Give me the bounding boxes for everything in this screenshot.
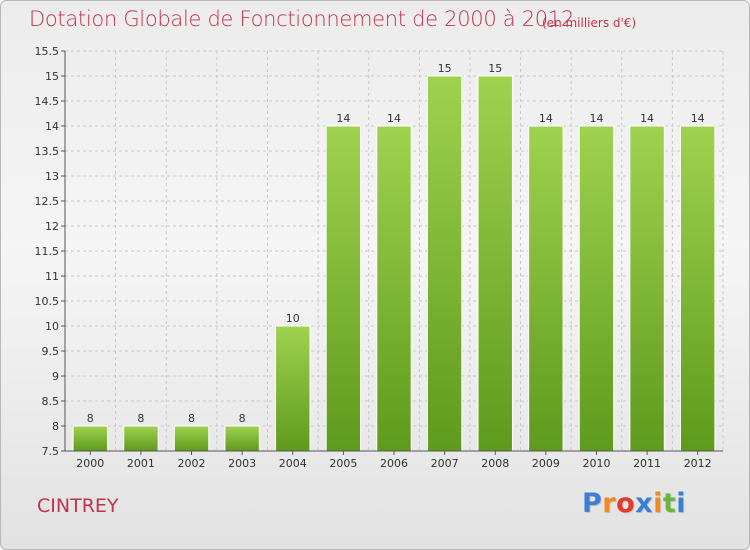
y-tick-label: 8.5 [42,395,60,408]
bar-2006 [376,125,412,452]
bar-2010 [578,125,615,452]
data-label-2004: 10 [286,312,300,325]
x-tick-label: 2003 [228,457,256,470]
data-label-2008: 15 [488,62,502,75]
axes [61,50,723,455]
y-tick-label: 8 [52,420,59,433]
y-tick-label: 12 [45,220,59,233]
x-tick-label: 2001 [127,457,155,470]
x-tick-label: 2002 [178,457,206,470]
logo-letter: i [653,488,663,519]
data-label-2001: 8 [137,412,144,425]
x-tick-labels: 2000 2001 2002 2003 2004 2005 2006 2007 2008 2009… [76,457,711,470]
y-tick-labels: 7.5 8 8.5 9 9.5 10 10.5 11 11.5 12 12.5 13 13.5 14 14.… [35,45,60,458]
bar-2008 [477,75,513,452]
commune-name: CINTREY [37,495,119,517]
x-tick-label: 2006 [380,457,408,470]
data-label-2003: 8 [239,412,246,425]
bar-2009 [528,125,564,452]
data-label-2010: 14 [589,112,603,125]
logo-letter: t [662,488,677,519]
x-tick-label: 2012 [684,457,712,470]
x-tick-label: 2008 [481,457,509,470]
data-label-2011: 14 [640,112,654,125]
chart-subtitle: (en milliers d'€) [542,16,637,30]
logo-letter: i [676,488,687,519]
data-label-2007: 15 [438,62,452,75]
y-tick-label: 13 [45,170,59,183]
y-tick-label: 12.5 [35,195,60,208]
y-tick-label: 7.5 [42,445,60,458]
y-tick-label: 14 [45,120,59,133]
bar-2001 [123,425,159,452]
x-tick-label: 2004 [279,457,307,470]
data-label-2000: 8 [87,412,94,425]
bar-2005 [325,125,362,452]
data-label-2005: 14 [336,112,350,125]
x-tick-label: 2000 [76,457,104,470]
x-tick-label: 2009 [532,457,560,470]
bar-2003 [224,425,260,452]
data-label-2012: 14 [691,112,705,125]
x-tick-label: 2011 [633,457,661,470]
y-tick-label: 11.5 [35,245,60,258]
logo-letter: r [602,488,617,519]
y-tick-label: 15 [45,70,59,83]
data-label-2009: 14 [539,112,553,125]
y-tick-label: 14.5 [35,95,60,108]
x-tick-label: 2005 [329,457,357,470]
y-tick-label: 9 [52,370,59,383]
y-tick-label: 15.5 [35,45,60,58]
chart-title: Dotation Globale de Fonctionnement de 20… [29,7,574,31]
y-tick-label: 11 [45,270,59,283]
bar-2007 [426,75,463,452]
y-tick-label: 13.5 [35,145,60,158]
y-tick-label: 9.5 [42,345,60,358]
logo-letter: P [582,488,603,519]
logo-letter: x [635,488,654,519]
bars [72,75,716,452]
data-labels: 8 8 8 8 10 14 14 15 15 14 14 14 14 [87,62,705,425]
bar-2000 [72,425,109,452]
bar-2011 [629,125,665,452]
proxiti-logo: Proxiti [582,488,686,519]
x-tick-label: 2010 [582,457,610,470]
x-tick-label: 2007 [431,457,459,470]
y-tick-label: 10 [45,320,59,333]
y-tick-label: 10.5 [35,295,60,308]
bar-2012 [679,125,716,452]
bar-2004 [275,325,311,452]
logo-letter: o [616,488,636,519]
data-label-2006: 14 [387,112,401,125]
data-label-2002: 8 [188,412,195,425]
bar-2002 [173,425,210,452]
